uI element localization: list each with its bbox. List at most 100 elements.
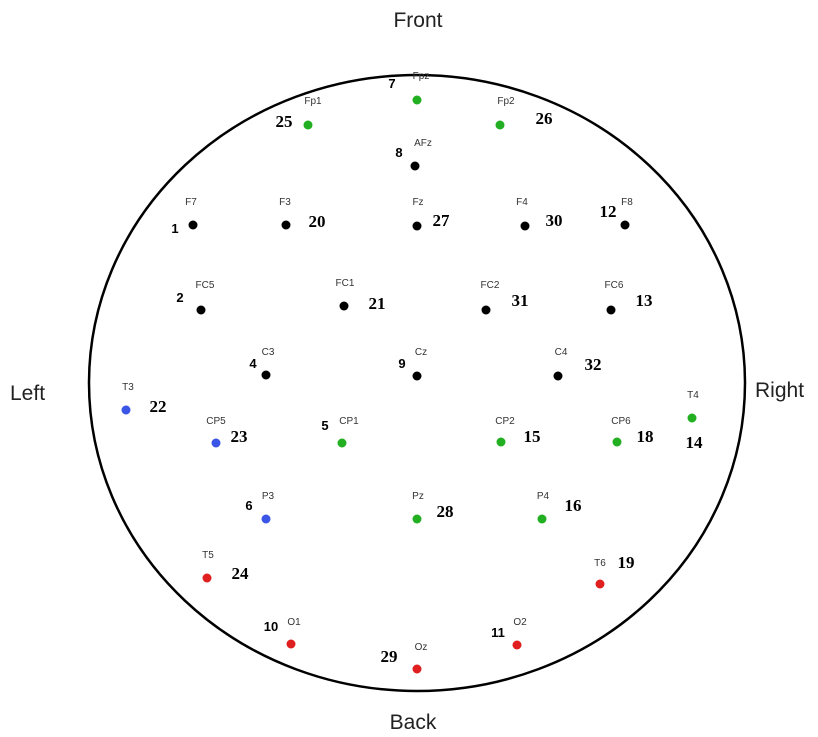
electrode-dot (337, 438, 347, 448)
electrode-dot (537, 514, 547, 524)
electrode-dot (606, 305, 616, 315)
electrode-name-label: Fp1 (304, 96, 322, 107)
electrode-name-label: T6 (594, 558, 606, 569)
electrode-name-label: F4 (516, 197, 528, 208)
electrode-dot (188, 220, 198, 230)
electrode-number-label: 5 (321, 418, 328, 433)
electrode-name-label: P3 (262, 491, 275, 502)
electrode-dot (481, 305, 491, 315)
electrode-name-label: O1 (287, 617, 301, 628)
left-label: Left (10, 382, 45, 405)
electrode-number-label: 12 (600, 202, 617, 221)
electrode-dot (495, 120, 505, 130)
electrode-dot (303, 120, 313, 130)
electrode-number-label: 18 (637, 427, 654, 446)
electrode-name-label: P4 (537, 491, 550, 502)
electrode-o2: O2 11 (491, 617, 527, 650)
electrode-name-label: CP2 (495, 416, 515, 427)
back-label: Back (390, 711, 437, 734)
electrode-number-label: 13 (636, 291, 653, 310)
electrode-o1: O1 10 (264, 617, 301, 649)
electrode-number-label: 6 (245, 498, 252, 513)
electrode-name-label: O2 (513, 617, 527, 628)
electrode-number-label: 23 (231, 427, 248, 446)
electrode-fc1: FC1 21 (336, 278, 386, 313)
electrode-name-label: FC1 (336, 278, 355, 289)
electrode-fz: Fz 27 (412, 197, 450, 231)
electrode-number-label: 20 (309, 212, 326, 231)
electrode-fp2: Fp2 26 (495, 96, 553, 130)
electrode-number-label: 16 (565, 496, 582, 515)
electrode-name-label: C3 (262, 347, 275, 358)
electrode-fc6: FC6 13 (605, 280, 653, 315)
electrode-name-label: T5 (202, 550, 214, 561)
electrode-number-label: 4 (249, 356, 257, 371)
electrode-fp1: Fp1 25 (276, 96, 323, 131)
electrode-dot (261, 370, 271, 380)
electrode-cp6: CP6 18 (611, 416, 654, 447)
electrode-name-label: Cz (415, 347, 427, 358)
electrode-dot (612, 437, 622, 447)
electrode-dot (412, 371, 422, 381)
electrode-dot (281, 220, 291, 230)
electrode-dot (211, 438, 221, 448)
electrode-fc5: FC5 2 (176, 280, 215, 315)
electrode-dot (121, 405, 131, 415)
electrode-c4: C4 32 (553, 347, 602, 381)
electrode-name-label: FC2 (481, 280, 500, 291)
electrode-number-label: 25 (276, 112, 293, 131)
electrode-number-label: 7 (388, 76, 395, 91)
electrode-number-label: 1 (171, 221, 178, 236)
electrode-name-label: F8 (621, 197, 633, 208)
right-label: Right (755, 379, 804, 402)
electrode-t3: T3 22 (121, 382, 167, 416)
electrode-number-label: 10 (264, 619, 278, 634)
electrode-dot (286, 639, 296, 649)
electrode-dot (261, 514, 271, 524)
electrode-f4: F4 30 (516, 197, 563, 231)
electrode-dot (412, 221, 422, 231)
electrode-cp2: CP2 15 (495, 416, 541, 447)
electrode-dot (202, 573, 212, 583)
electrode-f7: F7 1 (171, 197, 198, 236)
electrode-name-label: Fz (412, 197, 423, 208)
electrode-name-label: Fp2 (497, 96, 515, 107)
electrode-dot (196, 305, 206, 315)
electrode-cp5: CP5 23 (206, 416, 248, 448)
electrode-number-label: 28 (437, 502, 454, 521)
electrode-name-label: F7 (185, 197, 197, 208)
electrode-cp1: CP1 5 (321, 416, 359, 448)
electrode-name-label: Fpz (413, 71, 430, 82)
electrode-number-label: 21 (369, 294, 386, 313)
electrode-f3: F3 20 (279, 197, 325, 231)
electrode-fpz: Fpz 7 (388, 71, 429, 105)
electrode-dot (410, 161, 420, 171)
electrode-number-label: 26 (536, 109, 553, 128)
electrode-t6: T6 19 (594, 553, 635, 589)
electrode-number-label: 15 (524, 427, 541, 446)
electrode-number-label: 29 (381, 647, 398, 666)
electrode-oz: Oz 29 (381, 642, 427, 674)
electrode-dot (339, 301, 349, 311)
electrode-number-label: 24 (232, 564, 250, 583)
electrode-name-label: AFz (414, 138, 432, 149)
electrode-afz: AFz 8 (395, 138, 432, 171)
electrode-f8: F8 12 (600, 197, 633, 230)
electrode-number-label: 32 (585, 355, 602, 374)
electrode-name-label: Pz (412, 491, 424, 502)
electrode-number-label: 8 (395, 145, 402, 160)
electrode-number-label: 22 (150, 397, 167, 416)
electrode-number-label: 27 (433, 211, 451, 230)
electrode-name-label: CP6 (611, 416, 631, 427)
head-outline (87, 73, 747, 693)
electrode-dot (412, 664, 422, 674)
electrode-dot (595, 579, 605, 589)
electrode-name-label: CP1 (339, 416, 359, 427)
electrode-t5: T5 24 (202, 550, 249, 583)
electrode-number-label: 19 (618, 553, 635, 572)
electrode-name-label: F3 (279, 197, 291, 208)
electrode-name-label: C4 (555, 347, 568, 358)
electrode-number-label: 14 (686, 433, 704, 452)
